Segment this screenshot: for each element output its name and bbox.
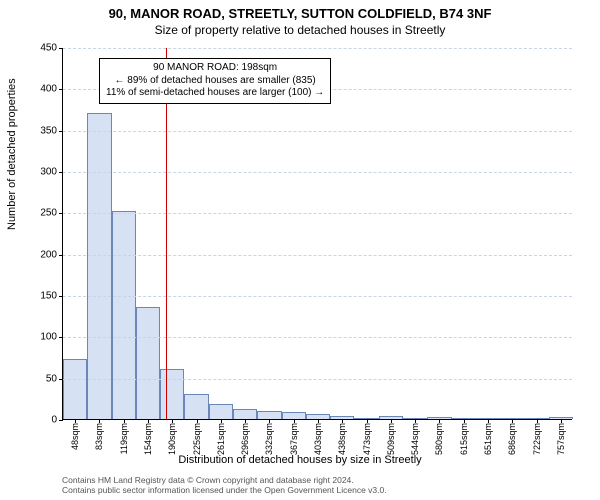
- x-tick-label: 544sqm: [410, 423, 420, 455]
- x-tick-mark: [488, 419, 489, 423]
- bar: [184, 394, 208, 419]
- y-tick-mark: [59, 420, 63, 421]
- x-tick-label: 48sqm: [70, 423, 80, 450]
- annotation-line: 11% of semi-detached houses are larger (…: [106, 87, 324, 100]
- gridline: [63, 131, 572, 132]
- chart-title-block: 90, MANOR ROAD, STREETLY, SUTTON COLDFIE…: [0, 0, 600, 37]
- x-tick-label: 403sqm: [313, 423, 323, 455]
- x-tick-label: 722sqm: [532, 423, 542, 455]
- bar: [112, 211, 136, 419]
- x-tick-mark: [75, 419, 76, 423]
- x-tick-label: 686sqm: [507, 423, 517, 455]
- x-tick-label: 83sqm: [94, 423, 104, 450]
- x-tick-label: 190sqm: [167, 423, 177, 455]
- x-tick-label: 119sqm: [119, 423, 129, 454]
- x-tick-mark: [537, 419, 538, 423]
- x-tick-label: 757sqm: [556, 423, 566, 455]
- y-axis-label: Number of detached properties: [6, 78, 18, 230]
- x-tick-label: 296sqm: [240, 423, 250, 455]
- bar: [63, 359, 87, 419]
- bar: [136, 307, 160, 419]
- x-axis-label: Distribution of detached houses by size …: [0, 454, 600, 466]
- x-tick-mark: [391, 419, 392, 423]
- bar: [233, 409, 257, 419]
- gridline: [63, 255, 572, 256]
- x-tick-label: 154sqm: [143, 423, 153, 455]
- x-tick-mark: [148, 419, 149, 423]
- gridline: [63, 337, 572, 338]
- bar: [160, 369, 184, 419]
- plot-area: 050100150200250300350400450 48sqm83sqm11…: [62, 48, 572, 420]
- reference-line-marker: [166, 48, 167, 419]
- bar-container: [63, 48, 572, 419]
- chart-title: 90, MANOR ROAD, STREETLY, SUTTON COLDFIE…: [0, 6, 600, 21]
- x-tick-label: 473sqm: [362, 423, 372, 455]
- x-tick-mark: [269, 419, 270, 423]
- bar: [257, 411, 281, 419]
- x-tick-mark: [415, 419, 416, 423]
- x-tick-label: 615sqm: [459, 423, 469, 455]
- bar: [282, 412, 306, 419]
- footer-line-2: Contains public sector information licen…: [62, 485, 387, 496]
- gridline: [63, 172, 572, 173]
- x-tick-mark: [245, 419, 246, 423]
- x-tick-label: 509sqm: [386, 423, 396, 455]
- x-tick-mark: [342, 419, 343, 423]
- gridline: [63, 296, 572, 297]
- x-tick-mark: [221, 419, 222, 423]
- x-tick-label: 261sqm: [216, 423, 226, 455]
- footer-attribution: Contains HM Land Registry data © Crown c…: [62, 475, 387, 496]
- gridline: [63, 48, 572, 49]
- annotation-line: 90 MANOR ROAD: 198sqm: [106, 62, 324, 75]
- x-tick-mark: [439, 419, 440, 423]
- x-tick-label: 225sqm: [192, 423, 202, 455]
- x-tick-label: 438sqm: [337, 423, 347, 455]
- gridline: [63, 379, 572, 380]
- x-tick-mark: [172, 419, 173, 423]
- x-tick-mark: [294, 419, 295, 423]
- bar: [87, 113, 111, 419]
- annotation-line: ← 89% of detached houses are smaller (83…: [106, 75, 324, 88]
- x-tick-mark: [124, 419, 125, 423]
- x-tick-mark: [561, 419, 562, 423]
- x-tick-label: 580sqm: [434, 423, 444, 455]
- x-tick-mark: [197, 419, 198, 423]
- x-tick-mark: [367, 419, 368, 423]
- x-tick-mark: [512, 419, 513, 423]
- footer-line-1: Contains HM Land Registry data © Crown c…: [62, 475, 387, 486]
- x-tick-label: 367sqm: [289, 423, 299, 455]
- chart-subtitle: Size of property relative to detached ho…: [0, 23, 600, 37]
- annotation-box: 90 MANOR ROAD: 198sqm← 89% of detached h…: [99, 58, 331, 104]
- x-tick-label: 651sqm: [483, 423, 493, 455]
- x-tick-mark: [99, 419, 100, 423]
- gridline: [63, 213, 572, 214]
- x-tick-mark: [464, 419, 465, 423]
- x-tick-mark: [318, 419, 319, 423]
- bar: [209, 404, 233, 419]
- x-tick-label: 332sqm: [264, 423, 274, 455]
